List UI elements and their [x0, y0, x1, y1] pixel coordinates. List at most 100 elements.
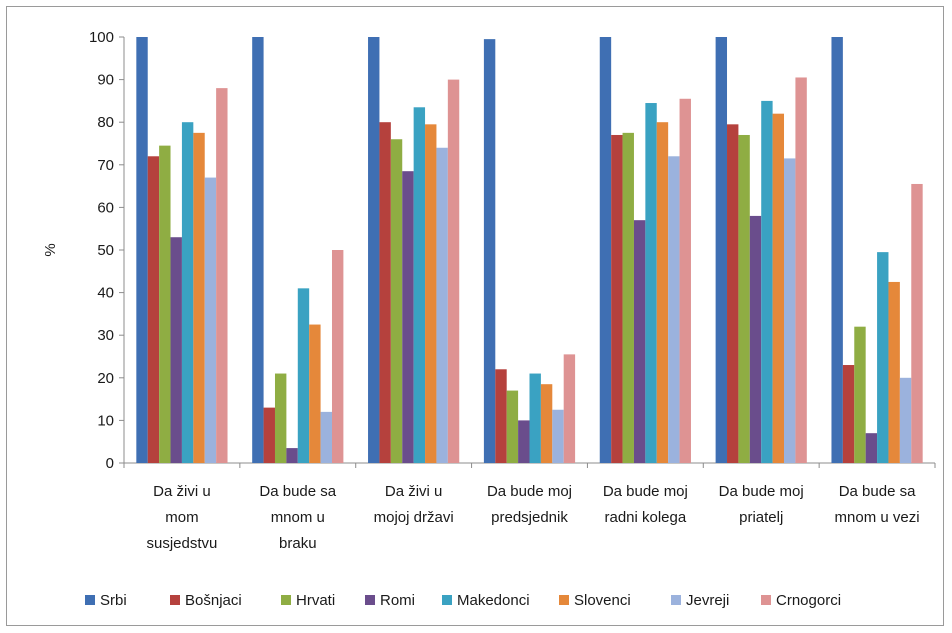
bar-bošnjaci — [379, 122, 391, 463]
x-category-label: Da bude sa — [259, 483, 336, 500]
bar-bošnjaci — [263, 407, 275, 463]
bar-jevreji — [552, 409, 564, 463]
y-tick-label: 80 — [97, 114, 114, 131]
legend-swatch-slovenci — [559, 595, 569, 605]
bar-hrvati — [274, 373, 287, 463]
bar-jevreji — [320, 411, 332, 463]
legend-swatch-srbi — [85, 595, 95, 605]
y-tick-label: 70 — [97, 157, 114, 174]
bar-bošnjaci — [842, 365, 855, 463]
legend-label-bošnjaci: Bošnjaci — [185, 592, 242, 609]
x-category-label: susjedstvu — [146, 535, 217, 552]
bar-makedonci — [645, 103, 657, 463]
bar-hrvati — [738, 134, 750, 463]
x-category-label: predsjednik — [491, 509, 568, 526]
bar-bošnjaci — [611, 134, 623, 463]
bar-slovenci — [193, 132, 205, 463]
bar-hrvati — [506, 390, 519, 463]
bar-romi — [865, 433, 878, 463]
bar-crnogorci — [795, 77, 807, 463]
bar-slovenci — [309, 324, 321, 463]
bar-hrvati — [622, 132, 634, 463]
bar-slovenci — [772, 113, 785, 464]
y-tick-label: 90 — [97, 72, 114, 89]
bar-makedonci — [529, 373, 541, 463]
bar-chart: 0 10 20 30 40 50 60 70 80 90 100% Da živi u mom susje… — [42, 29, 936, 609]
legend-swatch-crnogorci — [761, 595, 771, 605]
legend-swatch-romi — [365, 595, 375, 605]
bar-hrvati — [854, 326, 866, 463]
legend-label-makedonci: Makedonci — [457, 592, 530, 609]
x-category-label: Da bude moj — [719, 483, 804, 500]
bar-romi — [402, 171, 414, 463]
bar-bošnjaci — [147, 156, 160, 463]
bar-bošnjaci — [727, 124, 739, 463]
y-tick-label: 10 — [97, 412, 114, 429]
bar-slovenci — [425, 124, 437, 463]
y-axis-title: % — [42, 243, 59, 256]
x-category-label: mojoj državi — [374, 509, 454, 526]
bar-jevreji — [899, 377, 912, 463]
x-category-label: priatelj — [739, 509, 783, 526]
x-category-label: Da bude moj — [603, 483, 688, 500]
bar-srbi — [136, 37, 148, 463]
bar-hrvati — [159, 145, 171, 463]
bar-srbi — [252, 37, 264, 463]
legend-label-slovenci: Slovenci — [574, 592, 631, 609]
legend-label-srbi: Srbi — [100, 592, 127, 609]
bar-crnogorci — [331, 250, 344, 463]
bar-makedonci — [181, 122, 194, 463]
y-tick-label: 20 — [97, 370, 114, 387]
bar-jevreji — [436, 147, 448, 463]
bar-crnogorci — [911, 183, 923, 463]
bar-slovenci — [656, 122, 669, 463]
bar-romi — [518, 420, 530, 463]
legend-label-crnogorci: Crnogorci — [776, 592, 841, 609]
legend-swatch-jevreji — [671, 595, 681, 605]
bar-makedonci — [761, 100, 773, 464]
legend-swatch-bošnjaci — [170, 595, 180, 605]
y-tick-label: 40 — [97, 285, 114, 302]
bar-makedonci — [877, 252, 889, 463]
bar-crnogorci — [447, 79, 460, 463]
x-category-label: braku — [279, 535, 317, 552]
bar-srbi — [599, 37, 612, 463]
bar-makedonci — [297, 288, 310, 463]
y-tick-label: 50 — [97, 242, 114, 259]
x-category-label: mnom u vezi — [835, 509, 920, 526]
bar-jevreji — [204, 177, 217, 463]
legend-swatch-hrvati — [281, 595, 291, 605]
bar-srbi — [483, 39, 496, 463]
y-tick-label: 0 — [106, 455, 114, 472]
x-category-label: mnom u — [271, 509, 325, 526]
x-category-label: Da živi u — [153, 483, 211, 500]
bar-romi — [286, 448, 298, 463]
y-tick-label: 30 — [97, 327, 114, 344]
bar-slovenci — [888, 281, 900, 463]
bar-romi — [749, 215, 762, 463]
x-category-label: Da bude sa — [839, 483, 916, 500]
bar-srbi — [368, 37, 380, 463]
x-category-label: radni kolega — [604, 509, 686, 526]
legend-label-romi: Romi — [380, 592, 415, 609]
bar-crnogorci — [563, 354, 576, 463]
bar-srbi — [715, 37, 728, 463]
bar-srbi — [831, 37, 843, 463]
bar-jevreji — [784, 158, 796, 463]
y-tick-label: 100 — [89, 29, 114, 46]
x-category-label: Da bude moj — [487, 483, 572, 500]
bar-bošnjaci — [495, 369, 507, 463]
bar-hrvati — [390, 139, 403, 464]
y-tick-label: 60 — [97, 199, 114, 216]
bar-jevreji — [668, 156, 680, 463]
bar-romi — [170, 237, 182, 463]
bar-makedonci — [413, 107, 426, 463]
bar-crnogorci — [216, 88, 228, 464]
bar-romi — [633, 220, 646, 463]
bar-slovenci — [540, 384, 553, 463]
chart-frame: 0 10 20 30 40 50 60 70 80 90 100% Da živi u mom susje… — [6, 6, 944, 626]
x-category-label: mom — [165, 509, 198, 526]
x-category-label: Da živi u — [385, 483, 443, 500]
legend-label-jevreji: Jevreji — [686, 592, 729, 609]
bar-crnogorci — [679, 98, 691, 464]
